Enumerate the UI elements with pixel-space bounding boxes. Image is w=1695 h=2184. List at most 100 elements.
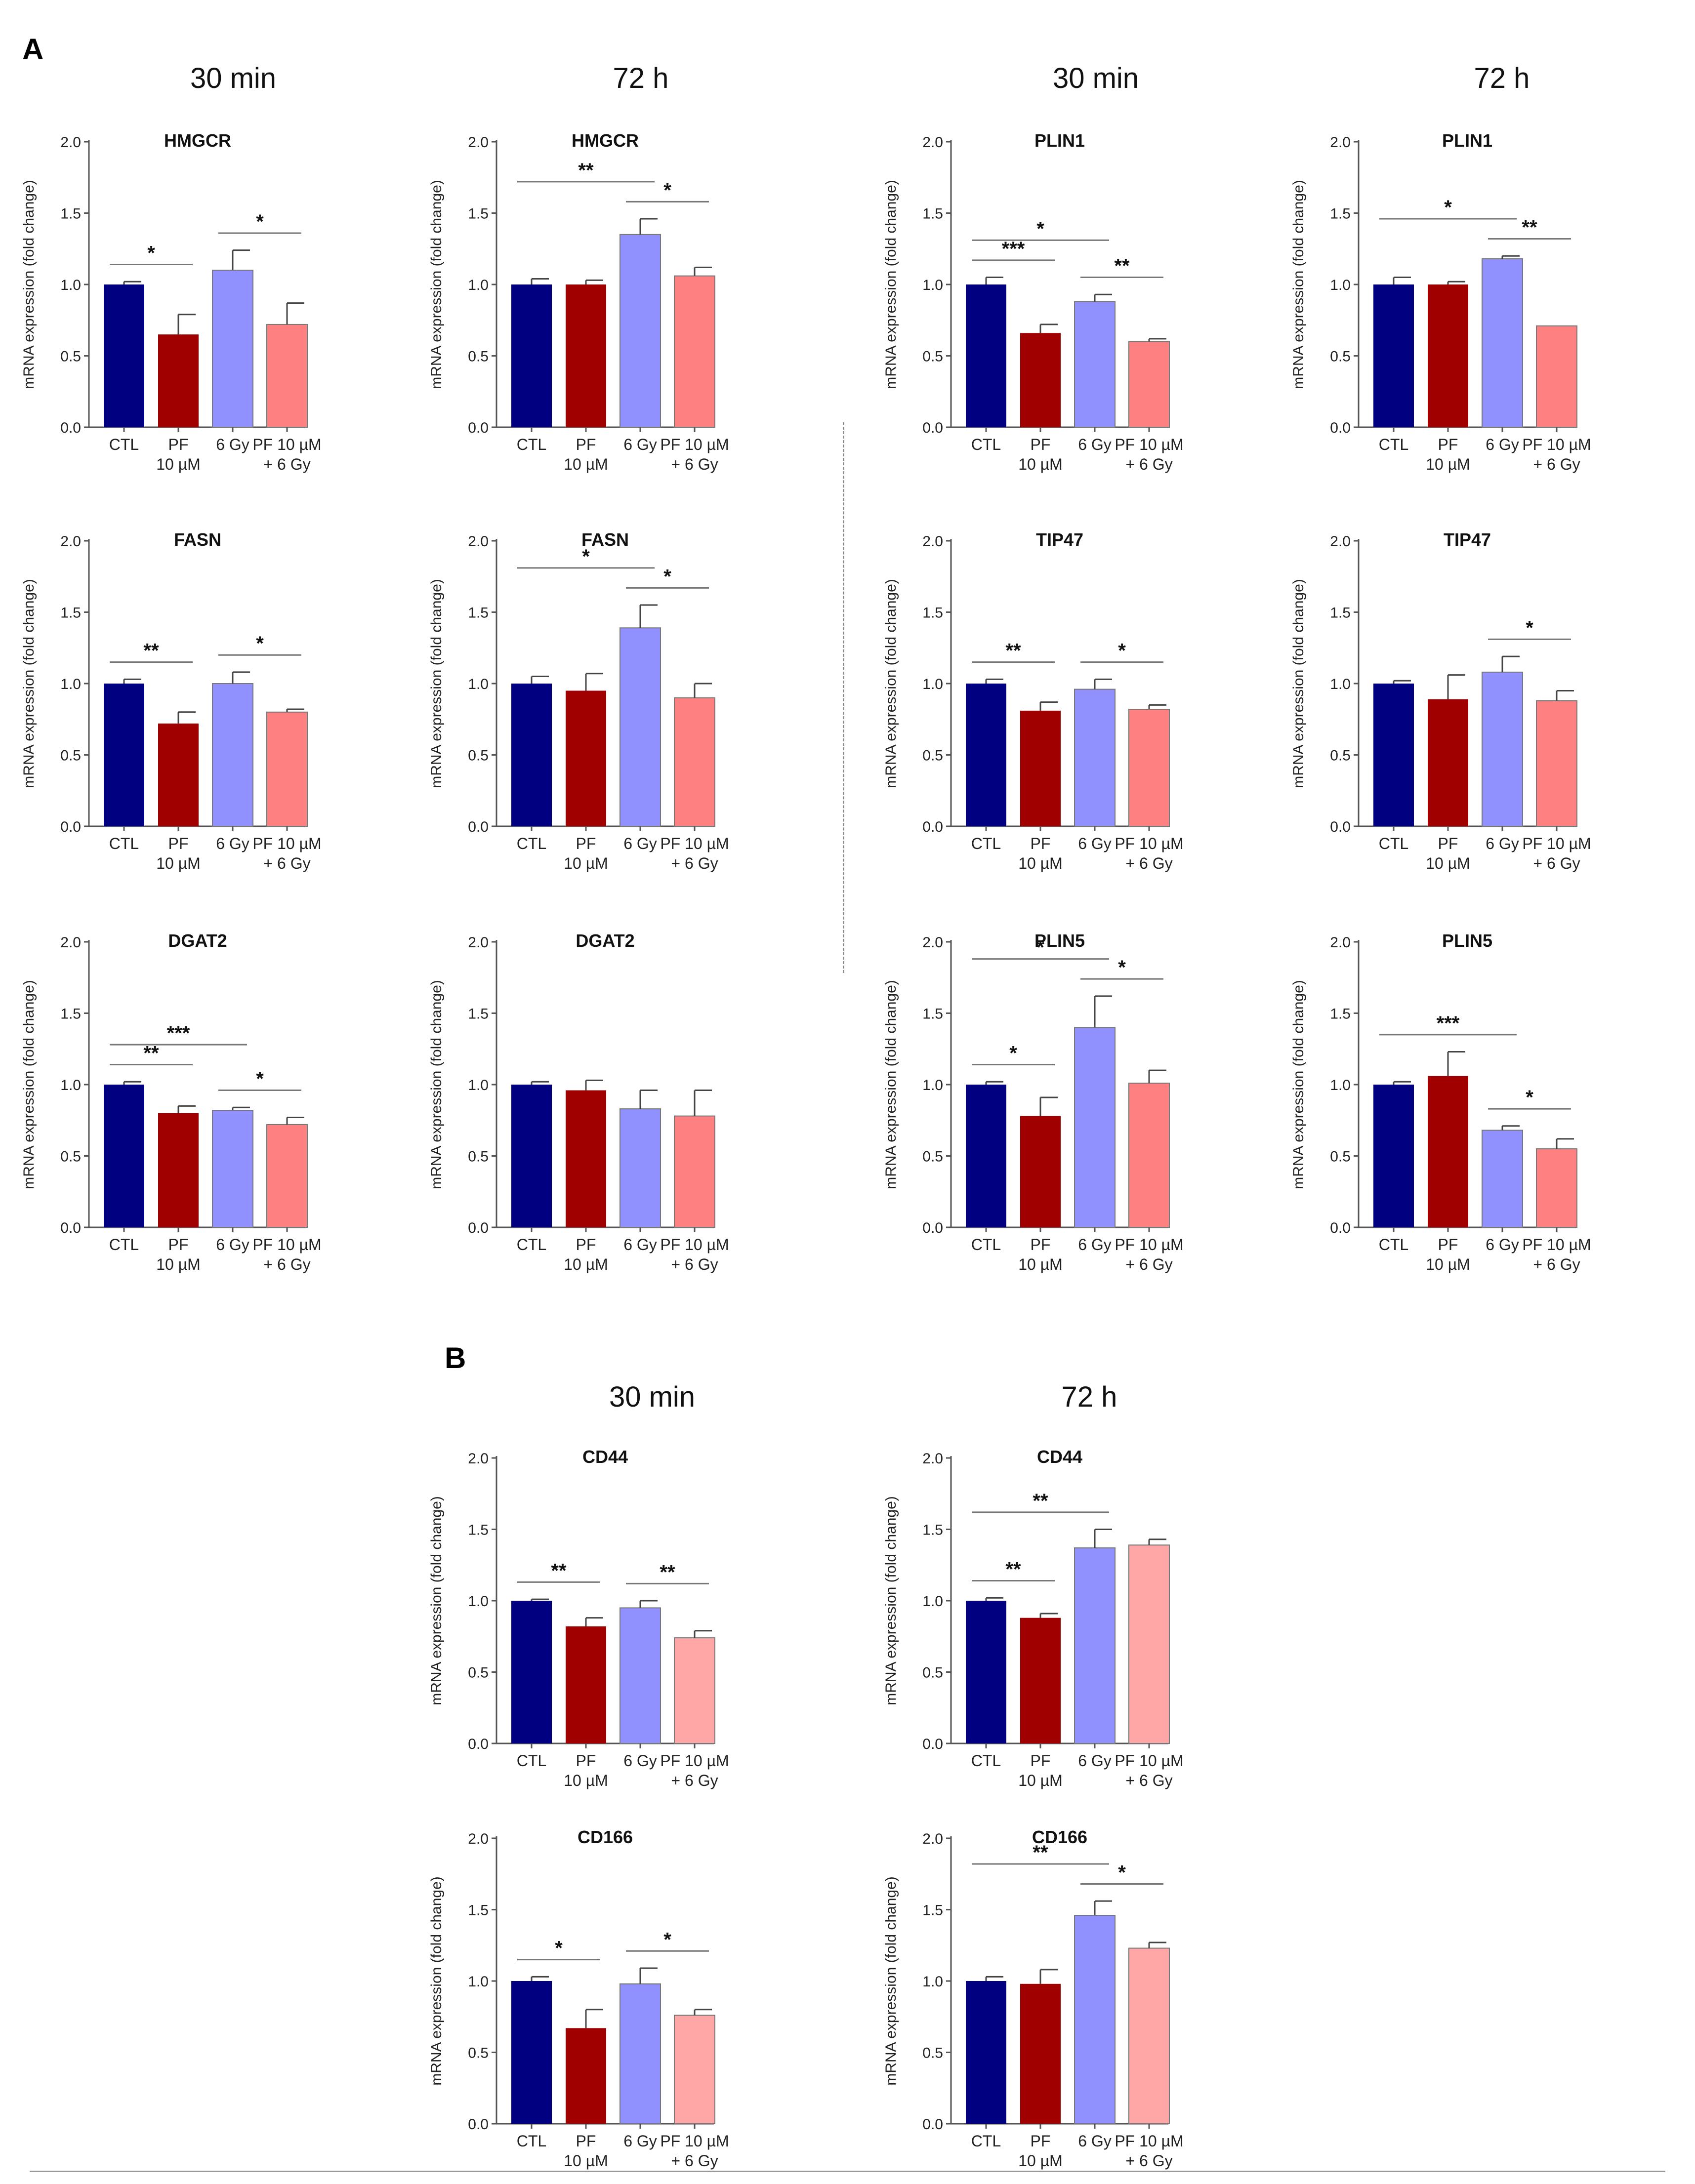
y-tick-label: 0.0	[1330, 819, 1351, 835]
x-tick-label: PF 10 µM + 6 Gy	[1115, 835, 1183, 872]
y-tick-label: 0.0	[922, 819, 943, 835]
chart-title: CD44	[582, 1447, 628, 1467]
y-tick-label: 0.5	[468, 2045, 489, 2062]
bar-pf-10-um-6-gy	[1128, 1544, 1170, 1744]
chart-10-dgat2: DGAT2 mRNA expression (fold change) 0.0 0.5…	[428, 930, 729, 1273]
bar-pf-10-um	[1428, 699, 1468, 826]
bar-ctl	[511, 1085, 552, 1227]
y-tick-label: 1.0	[60, 1077, 81, 1093]
x-tick-label: 6 Gy	[1078, 2132, 1112, 2150]
y-tick-label: 1.0	[922, 277, 943, 293]
chart-2-hmgcr: HMGCR mRNA expression (fold change) 0.0 0.5…	[428, 130, 729, 473]
y-tick-label: 0.5	[1330, 349, 1351, 365]
y-tick-label: 1.5	[922, 605, 943, 621]
y-tick-label: 1.0	[60, 676, 81, 692]
bar-ctl	[966, 684, 1006, 826]
x-tick-label: CTL	[971, 1752, 1001, 1770]
x-tick-label: CTL	[109, 436, 139, 453]
y-tick-label: 0.5	[468, 748, 489, 764]
bar-pf-10-um-6-gy	[266, 711, 308, 827]
chart-7-tip47: TIP47 mRNA expression (fold change) 0.0 0.5…	[883, 529, 1184, 872]
x-tick-label: PF 10 µM	[156, 1236, 201, 1273]
y-axis-label: mRNA expression (fold change)	[1290, 180, 1307, 389]
y-axis-label: mRNA expression (fold change)	[21, 180, 37, 389]
y-tick-label: 2.0	[922, 1831, 943, 1847]
x-tick-label: 6 Gy	[623, 436, 657, 453]
bar-pf-10-um	[566, 2028, 606, 2124]
bar-pf-10-um-6-gy	[674, 2015, 715, 2125]
x-tick-label: PF 10 µM	[1426, 835, 1470, 872]
x-tick-label: CTL	[517, 835, 546, 852]
chart-15-cd166: CD166 mRNA expression (fold change) 0.0 0.5…	[428, 1827, 729, 2170]
bar-pf-10-um-6-gy	[1128, 1947, 1170, 2125]
bar-ctl	[511, 1601, 552, 1743]
x-tick-label: PF 10 µM + 6 Gy	[1522, 436, 1591, 473]
bar-ctl	[1373, 684, 1414, 826]
x-tick-label: PF 10 µM	[564, 436, 608, 473]
y-tick-label: 0.0	[922, 420, 943, 436]
significance-label: **	[1005, 640, 1021, 662]
y-tick-label: 1.5	[468, 1006, 489, 1022]
significance-label: **	[551, 1560, 567, 1581]
y-axis-label: mRNA expression (fold change)	[883, 579, 899, 788]
y-tick-label: 1.0	[60, 277, 81, 293]
chart-title: CD166	[578, 1827, 633, 1847]
y-tick-label: 1.0	[1330, 277, 1351, 293]
significance-label: **	[578, 160, 594, 181]
chart-11-plin5: PLIN5 mRNA expression (fold change) 0.0 0.5…	[883, 930, 1184, 1273]
y-tick-label: 0.0	[60, 819, 81, 835]
bar-6-gy	[212, 1110, 253, 1228]
x-tick-label: PF 10 µM	[1018, 1236, 1063, 1273]
x-tick-label: PF 10 µM	[1426, 436, 1470, 473]
y-tick-label: 0.0	[60, 1220, 81, 1236]
significance-label: **	[1033, 1490, 1048, 1512]
y-tick-label: 0.5	[468, 349, 489, 365]
significance-label: *	[256, 633, 264, 654]
y-tick-label: 0.0	[468, 420, 489, 436]
significance-label: *	[1118, 640, 1126, 662]
significance-label: ***	[1437, 1012, 1460, 1034]
bar-pf-10-um	[1428, 1076, 1468, 1227]
x-tick-label: PF 10 µM	[564, 2132, 608, 2170]
y-axis-label: mRNA expression (fold change)	[883, 1496, 899, 1705]
y-tick-label: 2.0	[922, 934, 943, 951]
y-tick-label: 0.5	[60, 1149, 81, 1165]
y-tick-label: 2.0	[468, 533, 489, 550]
significance-label: *	[1526, 617, 1533, 639]
x-tick-label: CTL	[971, 1236, 1001, 1254]
x-tick-label: PF 10 µM + 6 Gy	[1115, 2132, 1183, 2170]
y-tick-label: 1.5	[1330, 605, 1351, 621]
y-axis-label: mRNA expression (fold change)	[428, 579, 445, 788]
chart-title: HMGCR	[572, 130, 639, 151]
bar-pf-10-um-6-gy	[674, 275, 715, 428]
y-tick-label: 2.0	[60, 533, 81, 550]
significance-label: ***	[167, 1022, 190, 1044]
x-tick-label: PF 10 µM + 6 Gy	[252, 1236, 321, 1273]
x-tick-label: PF 10 µM + 6 Gy	[1115, 1236, 1183, 1273]
bar-pf-10-um	[566, 284, 606, 427]
y-tick-label: 0.5	[922, 349, 943, 365]
y-tick-label: 0.0	[1330, 1220, 1351, 1236]
x-tick-label: CTL	[1379, 1236, 1408, 1254]
x-tick-label: 6 Gy	[216, 436, 249, 453]
y-tick-label: 0.5	[922, 1149, 943, 1165]
y-tick-label: 2.0	[60, 134, 81, 151]
bar-ctl	[966, 1085, 1006, 1227]
chart-title: PLIN5	[1442, 930, 1492, 951]
x-tick-label: CTL	[109, 1236, 139, 1254]
x-tick-label: 6 Gy	[1486, 1236, 1519, 1254]
y-tick-label: 1.5	[1330, 206, 1351, 222]
y-tick-label: 1.5	[468, 605, 489, 621]
significance-label: **	[660, 1561, 675, 1583]
significance-label: *	[663, 566, 671, 587]
x-tick-label: PF 10 µM + 6 Gy	[660, 2132, 729, 2170]
x-tick-label: CTL	[971, 436, 1001, 453]
column-header-b-1: 30 min	[609, 1381, 696, 1413]
y-axis-label: mRNA expression (fold change)	[1290, 579, 1307, 788]
x-tick-label: CTL	[109, 835, 139, 852]
x-tick-label: PF 10 µM + 6 Gy	[1115, 436, 1183, 473]
y-tick-label: 1.5	[60, 605, 81, 621]
x-tick-label: PF 10 µM	[1018, 835, 1063, 872]
y-axis-label: mRNA expression (fold change)	[428, 1496, 445, 1705]
